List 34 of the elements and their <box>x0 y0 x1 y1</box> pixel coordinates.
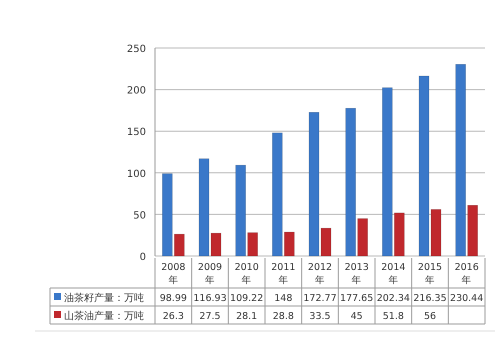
y-tick-label: 100 <box>126 168 146 180</box>
data-label: 202.34 <box>376 293 410 304</box>
data-label: 116.93 <box>193 293 227 304</box>
data-label: 98.99 <box>160 293 187 304</box>
y-tick-label: 250 <box>126 44 146 55</box>
data-label: 56 <box>424 311 436 322</box>
x-tick-label: 2009年 <box>198 262 222 286</box>
x-tick-label: 2016年 <box>454 262 479 286</box>
x-tick-label: 2013年 <box>344 262 369 286</box>
data-label: 177.65 <box>340 293 374 304</box>
x-tick-label: 2014年 <box>381 262 406 286</box>
y-tick-label: 0 <box>140 252 146 263</box>
data-label: 109.22 <box>230 293 264 304</box>
data-label: 26.3 <box>162 311 184 322</box>
data-label: 148 <box>274 293 292 304</box>
data-label: 45 <box>350 311 363 322</box>
y-tick-label: 50 <box>133 210 146 222</box>
data-label: 230.44 <box>450 293 484 304</box>
x-tick-label: 2011年 <box>271 262 296 286</box>
data-label: 51.8 <box>382 311 404 322</box>
x-tick-label: 2008年 <box>161 262 186 286</box>
x-tick-label: 2012年 <box>308 262 332 286</box>
data-label: 27.5 <box>199 311 221 322</box>
y-tick-label: 200 <box>126 86 146 97</box>
x-tick-label: 2015年 <box>418 262 442 286</box>
data-label: 172.77 <box>303 293 337 304</box>
y-tick-label: 150 <box>126 127 146 138</box>
data-label: 216.35 <box>413 293 447 304</box>
x-tick-label: 2010年 <box>234 262 259 286</box>
data-label: 33.5 <box>309 311 331 322</box>
data-label: 28.1 <box>236 311 258 322</box>
legend-label: 山茶油产量：万吨 <box>64 310 144 322</box>
data-label: 28.8 <box>272 311 294 322</box>
legend-label: 油茶籽产量：万吨 <box>64 292 144 304</box>
